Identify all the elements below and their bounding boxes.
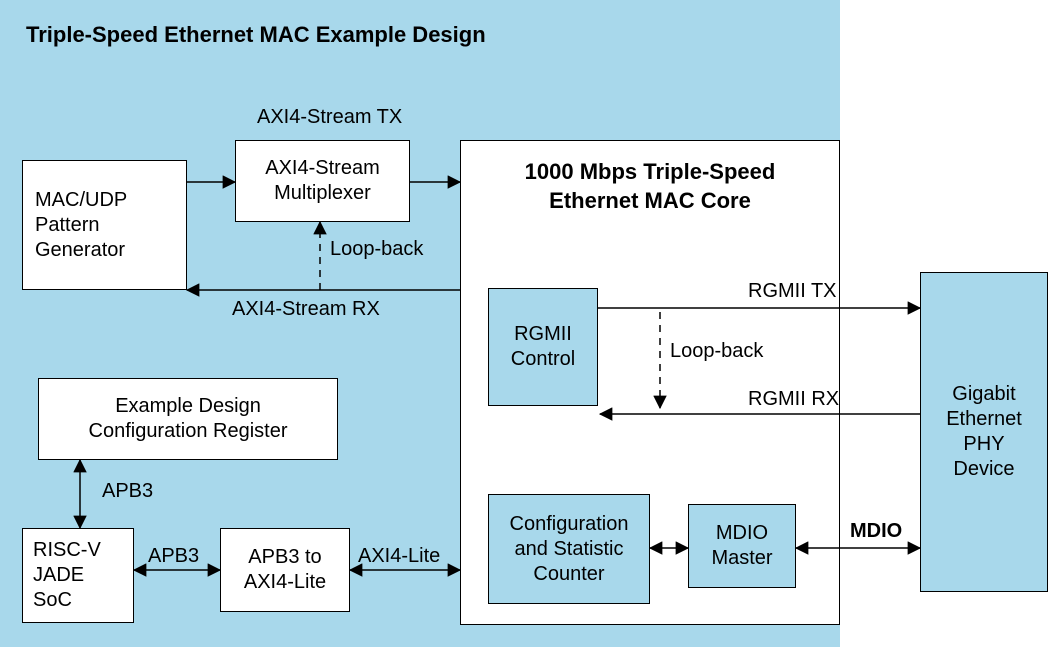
node-patgen: MAC/UDP Pattern Generator (22, 160, 187, 290)
node-apb2axi-label: APB3 to AXI4-Lite (244, 545, 326, 595)
node-mux-label: AXI4-Stream Multiplexer (265, 156, 379, 206)
label-loopback2: Loop-back (670, 340, 763, 363)
node-mdio-label: MDIO Master (711, 521, 772, 571)
label-axi4lite: AXI4-Lite (358, 545, 440, 568)
node-riscv: RISC-V JADE SoC (22, 528, 134, 623)
node-cfgreg: Example Design Configuration Register (38, 378, 338, 460)
node-cfgcnt: Configuration and Statistic Counter (488, 494, 650, 604)
label-mdio: MDIO (850, 520, 902, 543)
label-rgmii-tx: RGMII TX (748, 280, 837, 303)
node-rgmii: RGMII Control (488, 288, 598, 406)
diagram-canvas: Triple-Speed Ethernet MAC Example Design… (0, 0, 1063, 647)
node-cfgcnt-label: Configuration and Statistic Counter (510, 512, 629, 587)
node-apb2axi: APB3 to AXI4-Lite (220, 528, 350, 612)
label-axi-rx: AXI4-Stream RX (232, 298, 380, 321)
label-axi-tx: AXI4-Stream TX (257, 106, 402, 129)
node-mux: AXI4-Stream Multiplexer (235, 140, 410, 222)
label-rgmii-rx: RGMII RX (748, 388, 839, 411)
node-phy-label: Gigabit Ethernet PHY Device (946, 382, 1022, 482)
label-apb3-h: APB3 (148, 545, 199, 568)
diagram-title: Triple-Speed Ethernet MAC Example Design (26, 22, 486, 48)
node-mdio: MDIO Master (688, 504, 796, 588)
node-rgmii-label: RGMII Control (511, 322, 575, 372)
label-apb3-v: APB3 (102, 480, 153, 503)
node-cfgreg-label: Example Design Configuration Register (89, 394, 288, 444)
core-title: 1000 Mbps Triple-Speed Ethernet MAC Core (480, 158, 820, 215)
node-patgen-label: MAC/UDP Pattern Generator (35, 188, 127, 263)
node-riscv-label: RISC-V JADE SoC (33, 538, 101, 613)
label-loopback1: Loop-back (330, 238, 423, 261)
node-phy: Gigabit Ethernet PHY Device (920, 272, 1048, 592)
